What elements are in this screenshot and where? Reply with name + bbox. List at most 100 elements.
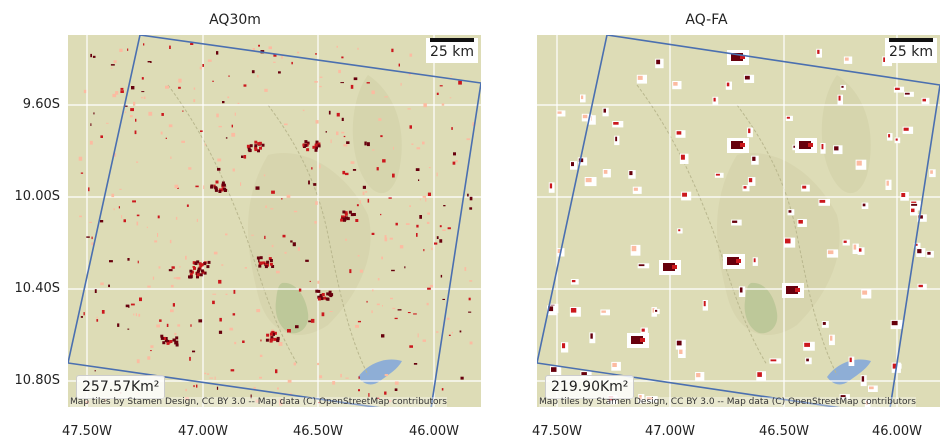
scale-bar-line	[429, 38, 474, 42]
scene-footprint	[68, 35, 481, 407]
burn-pixel	[225, 137, 228, 139]
burn-pixel	[317, 144, 321, 148]
burn-pixel	[314, 143, 318, 147]
burn-pixel	[442, 229, 446, 231]
burn-pixel	[603, 108, 606, 113]
burn-pixel	[413, 313, 417, 315]
burn-pixel	[170, 284, 174, 288]
burn-pixel	[212, 300, 215, 305]
burn-pixel	[160, 334, 164, 338]
burn-pixel	[382, 305, 383, 307]
burn-pixel	[117, 323, 120, 327]
x-tick-label: 46.00W	[871, 424, 923, 439]
burn-pixel	[262, 261, 266, 265]
burn-pixel	[269, 262, 273, 266]
burn-pixel	[416, 224, 419, 228]
burn-pixel	[696, 373, 701, 378]
burn-pixel	[135, 313, 137, 317]
burn-pixel	[676, 131, 682, 135]
burn-pixel	[271, 190, 275, 194]
burn-pixel	[804, 342, 810, 347]
burn-pixel	[265, 338, 269, 342]
burn-pixel	[275, 369, 278, 374]
burn-pixel	[259, 376, 262, 379]
burn-pixel	[169, 340, 173, 343]
burn-pixel	[389, 237, 393, 240]
burn-pixel	[786, 116, 790, 119]
burn-pixel	[133, 101, 136, 106]
burn-pixel	[336, 112, 340, 117]
burn-pixel	[242, 340, 245, 343]
burn-pixel	[748, 178, 753, 183]
burn-pixel	[368, 393, 370, 397]
burn-pixel	[633, 187, 638, 191]
burned-area-total: 257.57Km²	[76, 375, 166, 399]
burn-pixel	[216, 113, 219, 118]
burn-pixel	[355, 324, 359, 328]
burn-pixel	[612, 362, 617, 367]
burn-pixel	[341, 215, 344, 219]
burn-pixel	[189, 356, 191, 361]
burn-pixel	[189, 269, 193, 273]
burn-pixel	[172, 338, 176, 342]
burn-pixel	[212, 80, 214, 82]
burn-pixel	[391, 269, 395, 272]
burn-pixel	[172, 303, 175, 307]
burn-pixel	[182, 110, 184, 112]
burn-pixel	[930, 170, 933, 174]
burn-pixel	[328, 290, 332, 294]
burn-pixel	[206, 373, 210, 375]
burn-pixel	[281, 55, 283, 59]
burn-pixel	[427, 212, 430, 215]
burn-pixel	[304, 144, 308, 147]
burn-pixel	[256, 309, 261, 313]
burn-pixel	[341, 117, 344, 121]
burn-pixel	[185, 255, 187, 260]
burn-pixel	[407, 312, 411, 314]
burn-pixel	[312, 145, 316, 149]
burn-pixel	[770, 359, 777, 362]
burn-pixel	[400, 82, 402, 86]
burn-pixel	[231, 124, 233, 128]
burn-pixel	[343, 218, 346, 222]
burn-pixel	[344, 212, 348, 216]
burn-pixel	[190, 324, 192, 327]
burn-pixel	[166, 323, 169, 327]
burn-pixel	[254, 148, 258, 152]
burn-pixel	[917, 249, 922, 254]
map-area[interactable]: 25 km 257.57Km² Map tiles by Stamen Desi…	[68, 35, 481, 407]
burn-pixel	[255, 399, 259, 403]
burn-pixel	[655, 309, 658, 312]
burn-pixel	[210, 185, 214, 189]
burn-pixel	[581, 95, 584, 100]
burn-pixel	[341, 56, 344, 59]
burn-pixel	[273, 61, 276, 63]
burn-pixel	[395, 222, 398, 226]
burn-pixel	[83, 312, 85, 316]
burn-pixel	[571, 162, 574, 167]
burn-pixel	[364, 141, 367, 146]
burn-pixel	[384, 235, 387, 239]
burn-pixel	[89, 140, 93, 145]
burn-pixel	[466, 138, 470, 141]
burn-pixel	[451, 331, 453, 334]
burn-pixel	[175, 216, 178, 220]
burn-pixel	[397, 309, 402, 311]
burn-pixel	[343, 215, 347, 219]
burn-pixel	[315, 289, 319, 293]
burn-pixel	[133, 313, 135, 316]
burn-pixel	[328, 292, 331, 296]
burn-pixel	[346, 217, 350, 221]
map-area[interactable]: 25 km 219.90Km² Map tiles by Stamen Desi…	[537, 35, 940, 407]
burn-pixel	[83, 89, 87, 94]
burn-pixel	[115, 91, 119, 95]
burn-pixel	[459, 330, 462, 333]
burn-pixel	[332, 381, 336, 385]
burn-pixel	[352, 213, 356, 216]
burn-pixel	[279, 402, 283, 406]
burn-pixel	[186, 204, 189, 207]
burn-pixel	[146, 226, 148, 229]
burn-pixel	[409, 205, 411, 207]
scene-footprint	[537, 35, 940, 407]
burn-pixel	[276, 336, 280, 340]
